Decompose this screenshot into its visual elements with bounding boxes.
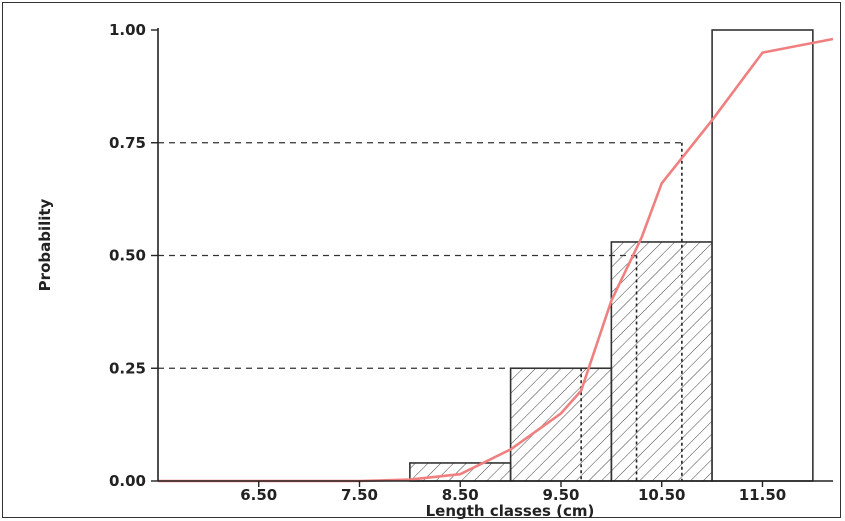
y-tick-label-1: 0.25 bbox=[109, 359, 146, 377]
x-tick-label-3: 9.50 bbox=[542, 486, 579, 504]
bar-1 bbox=[509, 367, 613, 482]
probability-curve bbox=[158, 37, 834, 483]
y-axis-title: Probability bbox=[36, 198, 54, 291]
y-tick-label-2: 0.50 bbox=[109, 247, 146, 265]
y-tick-label-3: 0.75 bbox=[109, 134, 146, 152]
y-tick-label-4: 1.00 bbox=[109, 21, 146, 39]
y-tick-label-0: 0.00 bbox=[109, 472, 146, 490]
x-tick-label-5: 11.50 bbox=[739, 486, 786, 504]
bar-2 bbox=[610, 241, 713, 482]
x-axis-title: Length classes (cm) bbox=[426, 502, 595, 520]
bar-3 bbox=[711, 29, 814, 482]
x-tick-label-0: 6.50 bbox=[240, 486, 277, 504]
x-tick-label-4: 10.50 bbox=[638, 486, 685, 504]
plot-area: 0.00 0.25 0.50 0.75 1.00 6.50 7.50 8.50 9.50 10.5… bbox=[109, 21, 834, 504]
x-tick-label-2: 8.50 bbox=[442, 486, 479, 504]
x-tick-label-1: 7.50 bbox=[341, 486, 378, 504]
